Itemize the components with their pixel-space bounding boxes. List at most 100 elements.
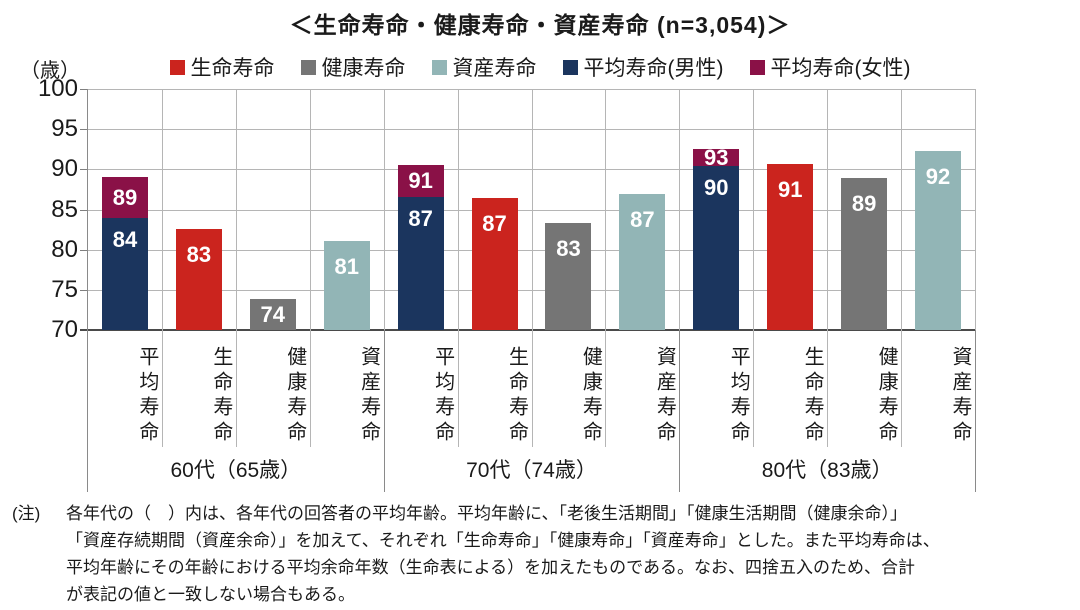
group-label: 80代（83歳）: [761, 459, 893, 482]
bar-value-label: 89: [112, 184, 138, 210]
note-line: 各年代の（ ）内は、各年代の回答者の平均年齢。平均年齢に、「老後生活期間」「健康…: [66, 504, 907, 523]
legend-item: 資産寿命: [431, 52, 537, 82]
bar-value-label: 89: [851, 191, 877, 217]
bar: 92: [915, 150, 962, 330]
category-label: 資産寿命: [653, 346, 676, 446]
legend-swatch-icon: [300, 59, 316, 75]
cell-separator: [975, 89, 976, 330]
bar-segment-female: 93: [693, 145, 740, 169]
category-label: 資産寿命: [948, 346, 971, 446]
category-label: 平均寿命: [135, 346, 158, 446]
group-separator: [383, 330, 385, 492]
bar-value-label: 91: [408, 167, 433, 193]
footnote-lines: 各年代の（ ）内は、各年代の回答者の平均年齢。平均年齢に、「老後生活期間」「健康…: [66, 500, 1066, 608]
y-tick-label: 85: [51, 195, 78, 223]
legend-label: 資産寿命: [452, 57, 537, 80]
bar: 87: [619, 194, 666, 330]
legend-swatch-icon: [169, 59, 185, 75]
category-separator: [901, 330, 903, 447]
y-tick-label: 95: [51, 115, 78, 143]
category-separator: [235, 330, 237, 447]
y-tick-label: 90: [51, 155, 78, 183]
group-label: 60代（65歳）: [170, 459, 302, 482]
footnote-prefix: (注): [12, 504, 41, 523]
category-separator: [827, 330, 829, 447]
bar-segment-female: 91: [397, 164, 444, 197]
chart-title: ＜生命寿命・健康寿命・資産寿命 (n=3,054)＞: [289, 12, 791, 38]
y-tick-label: 80: [51, 235, 78, 263]
cell-separator: [309, 89, 311, 330]
y-tick-mark: [80, 249, 88, 251]
cell-separator: [235, 89, 237, 330]
cell-separator: [679, 89, 681, 330]
y-tick-mark: [80, 89, 88, 90]
cell-separator: [383, 89, 385, 330]
category-label: 生命寿命: [801, 346, 824, 446]
bar-value-label: 84: [112, 227, 138, 253]
bar: 91: [767, 163, 814, 330]
category-label: 健康寿命: [579, 346, 602, 446]
note-line: 「資産存続期間（資産余命）」を加えて、それぞれ「生命寿命」「健康寿命」「資産寿命…: [66, 531, 940, 550]
bar-segment-male: 90: [693, 166, 740, 330]
note-line: が表記の値と一致しない場合もある。: [66, 585, 355, 604]
group-separator: [975, 330, 976, 492]
bar-segment-male: 87: [397, 196, 444, 330]
bar: 81: [323, 240, 370, 330]
y-tick-mark: [80, 209, 88, 211]
bar-value-label: 90: [704, 175, 729, 201]
bar: 74: [249, 299, 296, 330]
bar-value-label: 93: [704, 144, 729, 170]
cell-separator: [901, 89, 903, 330]
bar-value-label: 81: [334, 253, 359, 279]
legend-label: 健康寿命: [321, 57, 406, 80]
category-separator: [531, 330, 533, 447]
bar-value-label: 83: [186, 241, 212, 267]
cell-separator: [605, 89, 607, 330]
bar-segment-male: 84: [101, 218, 148, 330]
bar-value-label: 87: [630, 207, 655, 233]
note-line: 平均年齢にその年齢における平均余命年数（生命表による）を加えたものである。なお、…: [66, 558, 915, 577]
legend-swatch-icon: [431, 59, 447, 75]
category-label: 資産寿命: [357, 346, 380, 446]
y-tick-label: 100: [37, 75, 78, 102]
category-label: 健康寿命: [283, 346, 306, 446]
bar: 87: [471, 198, 518, 330]
legend-item: 平均寿命(女性): [749, 52, 911, 82]
y-tick-label: 70: [51, 316, 78, 343]
cell-separator: [161, 89, 163, 330]
bar-segment-female: 89: [101, 177, 148, 219]
bar-value-label: 92: [925, 163, 951, 189]
category-label: 生命寿命: [505, 346, 528, 446]
category-separator: [161, 330, 163, 447]
legend-label: 平均寿命(女性): [770, 57, 911, 80]
y-tick-mark: [80, 289, 88, 291]
bar-value-label: 74: [260, 301, 286, 327]
legend-item: 生命寿命: [169, 52, 275, 82]
group-separator: [87, 89, 88, 492]
bar-value-label: 87: [482, 211, 507, 237]
bar: 83: [545, 223, 592, 330]
category-label: 生命寿命: [209, 346, 232, 446]
legend: 生命寿命 健康寿命 資産寿命 平均寿命(男性) 平均寿命(女性): [0, 52, 1080, 82]
category-label: 平均寿命: [727, 346, 750, 446]
category-separator: [605, 330, 607, 447]
y-tick-mark: [80, 129, 88, 131]
cell-separator: [531, 89, 533, 330]
y-axis-unit-label: （歳）: [20, 60, 80, 82]
group-separator: [679, 330, 681, 492]
bar: 89: [841, 178, 888, 330]
category-separator: [457, 330, 459, 447]
bar: 83: [175, 228, 222, 330]
cell-separator: [457, 89, 459, 330]
bar-value-label: 83: [556, 236, 581, 262]
cell-separator: [753, 89, 755, 330]
category-separator: [309, 330, 311, 447]
category-label: 平均寿命: [431, 346, 454, 446]
y-tick-mark: [80, 169, 88, 171]
bar-value-label: 91: [777, 176, 803, 202]
legend-label: 平均寿命(男性): [583, 57, 724, 80]
group-label: 70代（74歳）: [466, 459, 597, 482]
legend-swatch-icon: [749, 59, 765, 75]
category-separator: [753, 330, 755, 447]
category-label: 健康寿命: [875, 346, 898, 446]
